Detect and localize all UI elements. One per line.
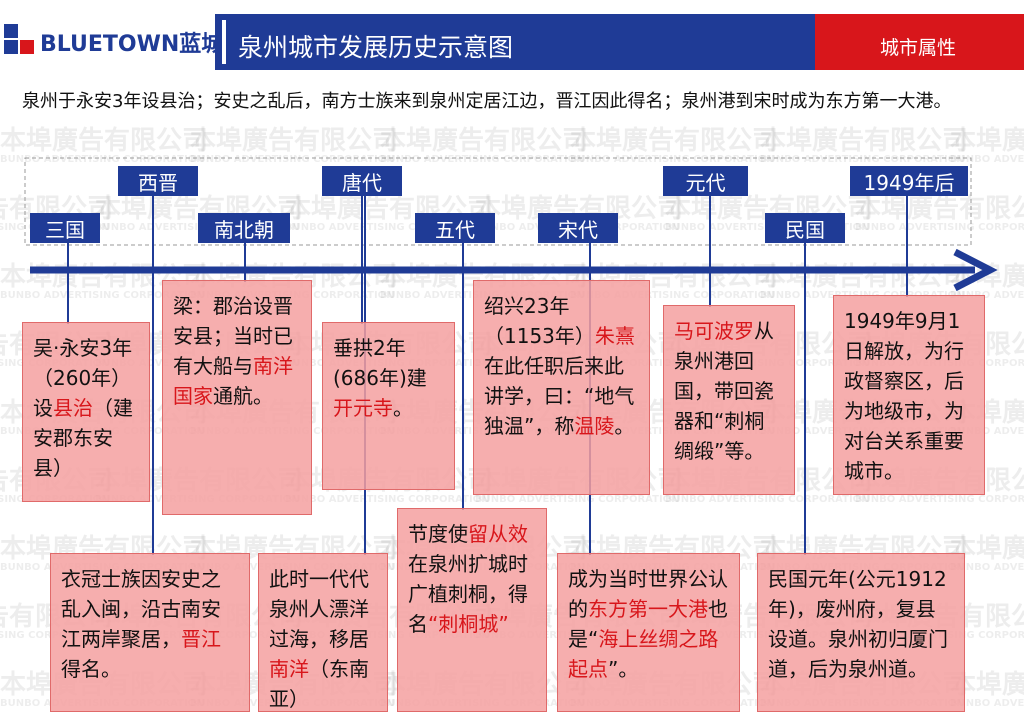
period-label: 五代 (415, 213, 495, 243)
period-label: 南北朝 (198, 213, 290, 243)
logo-area (0, 14, 215, 70)
event-text: ”。 (608, 657, 639, 681)
dashed-frame (24, 157, 972, 246)
highlight-text: 温陵 (574, 414, 615, 438)
event-text: 吴·永安3年（260年）设 (33, 336, 133, 420)
highlight-text: “刺桐城” (428, 612, 509, 636)
highlight-text: 留从效 (468, 522, 528, 546)
logo-square (4, 24, 18, 38)
event-text: 梁：郡治设晋安县；当时已有大船与 (173, 294, 293, 378)
highlight-text: 南洋 (269, 657, 309, 681)
event-text: 从泉州港回国，带回瓷器和“刺桐绸缎”等。 (674, 319, 774, 463)
period-label: 宋代 (538, 213, 618, 243)
title-divider (222, 20, 226, 64)
event-text: 节度使 (408, 522, 468, 546)
period-label: 唐代 (322, 166, 402, 196)
event-box: 衣冠士族因安史之乱入闽，沿古南安江两岸聚居，晋江得名。 (50, 553, 250, 712)
period-label: 元代 (663, 166, 748, 196)
event-text: 民国元年(公元1912年)，废州府，复县设道。泉州初归厦门道，后为泉州道。 (768, 567, 948, 681)
event-box: 节度使留从效在泉州扩城时广植刺桐，得名“刺桐城” (397, 508, 547, 712)
event-box: 成为当时世界公认的东方第一大港也是“海上丝绸之路起点”。 (557, 553, 740, 712)
event-text: 成为当时世界公认的 (568, 567, 728, 621)
logo-square (20, 40, 34, 54)
event-text: 通航。 (213, 384, 273, 408)
highlight-text: 南洋国家 (173, 354, 293, 408)
timeline-arrow (953, 248, 998, 292)
event-box: 民国元年(公元1912年)，废州府，复县设道。泉州初归厦门道，后为泉州道。 (757, 553, 965, 712)
highlight-text: 朱熹 (594, 324, 635, 348)
event-box: 1949年9月1日解放，为行政督察区，后为地级市，为对台关系重要城市。 (833, 295, 985, 495)
event-box: 垂拱2年(686年)建开元寺。 (322, 322, 455, 490)
event-text: 1949年9月1日解放，为行政督察区，后为地级市，为对台关系重要城市。 (844, 309, 964, 483)
period-label: 民国 (765, 213, 845, 243)
event-text: 此时一代代泉州人漂洋过海，移居 (269, 567, 369, 651)
period-label: 三国 (30, 213, 100, 243)
event-text: 在泉州扩城时广植刺桐，得名 (408, 552, 528, 636)
logo-square (4, 40, 18, 54)
event-text: 也是“ (568, 597, 728, 651)
event-box: 梁：郡治设晋安县；当时已有大船与南洋国家通航。 (162, 280, 312, 515)
highlight-text: 开元寺 (333, 396, 393, 420)
highlight-text: 东方第一大港 (588, 597, 708, 621)
event-text: 。 (393, 396, 413, 420)
event-text: （东南亚） (269, 657, 369, 711)
event-box: 吴·永安3年（260年）设县治（建安郡东安县） (22, 322, 150, 502)
period-label: 西晋 (118, 166, 198, 196)
event-text: （建安郡东安县） (33, 396, 133, 480)
event-text: 。 (614, 414, 635, 438)
logo: BLUETOWN蓝城 (40, 32, 224, 57)
tag-area (815, 14, 1024, 70)
event-box: 绍兴23年（1153年）朱熹在此任职后来此讲学，曰：“地气独温”，称温陵。 (473, 280, 650, 495)
event-box: 此时一代代泉州人漂洋过海，移居南洋（东南亚） (258, 553, 388, 712)
highlight-text: 县治 (53, 396, 93, 420)
event-text: 在此任职后来此讲学，曰：“地气独温”，称 (484, 354, 635, 438)
highlight-text: 马可波罗 (674, 319, 754, 343)
event-text: 垂拱2年(686年)建 (333, 336, 427, 390)
event-text: 得名。 (61, 657, 121, 681)
event-text: 衣冠士族因安史之乱入闽，沿古南安江两岸聚居， (61, 567, 221, 651)
intro-text: 泉州于永安3年设县治；安史之乱后，南方士族来到泉州定居江边，晋江因此得名；泉州港… (22, 91, 952, 112)
event-text: 绍兴23年（1153年） (484, 294, 595, 348)
highlight-text: 晋江 (181, 627, 221, 651)
highlight-text: 海上丝绸之路起点 (568, 627, 719, 681)
event-box: 马可波罗从泉州港回国，带回瓷器和“刺桐绸缎”等。 (663, 305, 795, 495)
header-title: 泉州城市发展历史示意图 (238, 33, 514, 62)
header-tag: 城市属性 (880, 37, 957, 59)
period-label: 1949年后 (850, 166, 968, 196)
